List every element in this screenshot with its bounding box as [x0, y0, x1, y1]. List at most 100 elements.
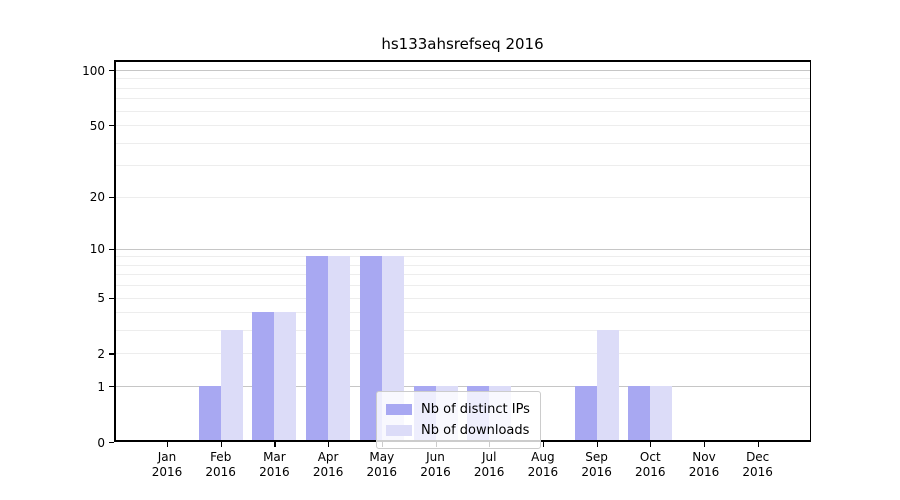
x-tick-label-jul: Jul 2016 — [457, 450, 521, 480]
axis-spine-top — [114, 60, 811, 62]
x-tick-nov — [704, 442, 706, 447]
y-tick-label-1: 1 — [97, 379, 105, 394]
x-tick-year: 2016 — [635, 465, 666, 479]
x-tick-label-apr: Apr 2016 — [296, 450, 360, 480]
y-tick-label-50: 50 — [89, 118, 105, 133]
x-tick-label-nov: Nov 2016 — [672, 450, 736, 480]
x-tick-year: 2016 — [205, 465, 236, 479]
x-tick-month: Jul — [481, 450, 497, 464]
gridline-minor-40 — [114, 142, 811, 144]
x-tick-month: Dec — [746, 450, 770, 464]
legend-item-downloads: Nb of downloads — [386, 420, 530, 441]
x-tick-aug — [542, 442, 545, 447]
x-tick-dec — [757, 442, 759, 447]
gridline-minor-30 — [114, 165, 811, 167]
gridline-minor-20 — [114, 196, 811, 198]
x-tick-month: Oct — [639, 450, 661, 464]
bar-downloads-apr — [328, 256, 351, 442]
x-tick-month: May — [369, 450, 395, 464]
gridline-minor-7 — [114, 274, 811, 276]
x-tick-mar — [274, 442, 276, 447]
y-tick-label-20: 20 — [89, 190, 105, 205]
gridline-minor-50 — [114, 125, 811, 127]
y-tick-label-0: 0 — [97, 435, 105, 450]
y-tick-5 — [109, 297, 114, 299]
y-tick-50 — [109, 125, 114, 127]
axis-spine-right — [809, 60, 811, 442]
gridline-minor-80 — [114, 87, 811, 89]
x-tick-year: 2016 — [581, 465, 612, 479]
gridline-minor-3 — [114, 330, 811, 332]
x-tick-month: Jun — [426, 450, 445, 464]
x-tick-year: 2016 — [473, 465, 505, 479]
x-tick-month: Feb — [210, 450, 232, 464]
x-tick-feb — [220, 442, 222, 447]
x-tick-month: Aug — [531, 450, 555, 464]
legend-label-downloads: Nb of downloads — [421, 423, 530, 438]
x-tick-year: 2016 — [420, 465, 451, 479]
legend-label-distinct-ips: Nb of distinct IPs — [421, 402, 530, 417]
x-tick-year: 2016 — [527, 465, 559, 479]
x-tick-year: 2016 — [366, 465, 398, 479]
x-tick-label-oct: Oct 2016 — [618, 450, 682, 480]
gridline-minor-5 — [114, 297, 811, 299]
x-tick-label-sep: Sep 2016 — [565, 450, 629, 480]
x-tick-month: Sep — [585, 450, 608, 464]
y-tick-label-100: 100 — [82, 63, 105, 78]
x-tick-month: Jan — [157, 450, 177, 464]
x-tick-year: 2016 — [312, 465, 344, 479]
x-tick-label-dec: Dec 2016 — [726, 450, 790, 480]
bar-distinct-ips-feb — [198, 386, 221, 442]
gridline-minor-6 — [114, 285, 811, 287]
legend-swatch-distinct-ips — [386, 404, 412, 415]
x-tick-label-jun: Jun 2016 — [404, 450, 468, 480]
gridline-minor-8 — [114, 264, 811, 266]
y-tick-100 — [109, 70, 114, 72]
x-tick-year: 2016 — [259, 465, 290, 479]
x-tick-year: 2016 — [688, 465, 720, 479]
axis-spine-left — [114, 60, 116, 442]
gridline-major-1 — [114, 386, 811, 388]
chart-title: hs133ahsrefseq 2016 — [381, 35, 544, 53]
y-tick-2 — [109, 353, 114, 355]
gridline-minor-90 — [114, 78, 811, 80]
bar-downloads-oct — [650, 386, 673, 442]
x-tick-month: Apr — [317, 450, 339, 464]
x-tick-label-jan: Jan 2016 — [135, 450, 199, 480]
gridline-major-10 — [114, 248, 811, 250]
y-tick-label-5: 5 — [97, 291, 105, 306]
legend-swatch-downloads — [386, 425, 412, 436]
gridline-minor-70 — [114, 98, 811, 100]
x-tick-sep — [596, 442, 598, 447]
x-tick-label-mar: Mar 2016 — [242, 450, 306, 480]
gridline-minor-2 — [114, 353, 811, 355]
legend-item-distinct-ips: Nb of distinct IPs — [386, 399, 530, 420]
x-tick-label-feb: Feb 2016 — [189, 450, 253, 480]
y-tick-label-10: 10 — [89, 242, 105, 257]
bar-distinct-ips-sep — [574, 386, 597, 442]
bar-downloads-sep — [596, 330, 619, 442]
y-tick-1 — [109, 386, 114, 388]
y-tick-10 — [109, 248, 114, 250]
bar-distinct-ips-mar — [252, 312, 275, 442]
x-tick-month: Mar — [263, 450, 286, 464]
y-tick-20 — [109, 196, 114, 198]
gridline-minor-60 — [114, 110, 811, 112]
x-tick-month: Nov — [692, 450, 716, 464]
bar-distinct-ips-apr — [306, 256, 329, 442]
x-tick-year: 2016 — [151, 465, 183, 479]
bar-downloads-mar — [274, 312, 297, 442]
bar-distinct-ips-oct — [628, 386, 651, 442]
gridline-minor-9 — [114, 256, 811, 258]
x-tick-label-aug: Aug 2016 — [511, 450, 575, 480]
x-tick-jan — [167, 442, 169, 447]
gridline-major-100 — [114, 70, 811, 71]
x-tick-apr — [328, 442, 330, 447]
x-tick-year: 2016 — [742, 465, 773, 479]
legend: Nb of distinct IPs Nb of downloads — [376, 391, 541, 449]
plot-area: Nb of distinct IPs Nb of downloads — [114, 60, 811, 449]
y-tick-0 — [109, 442, 114, 444]
x-tick-label-may: May 2016 — [350, 450, 414, 480]
gridline-minor-4 — [114, 312, 811, 314]
